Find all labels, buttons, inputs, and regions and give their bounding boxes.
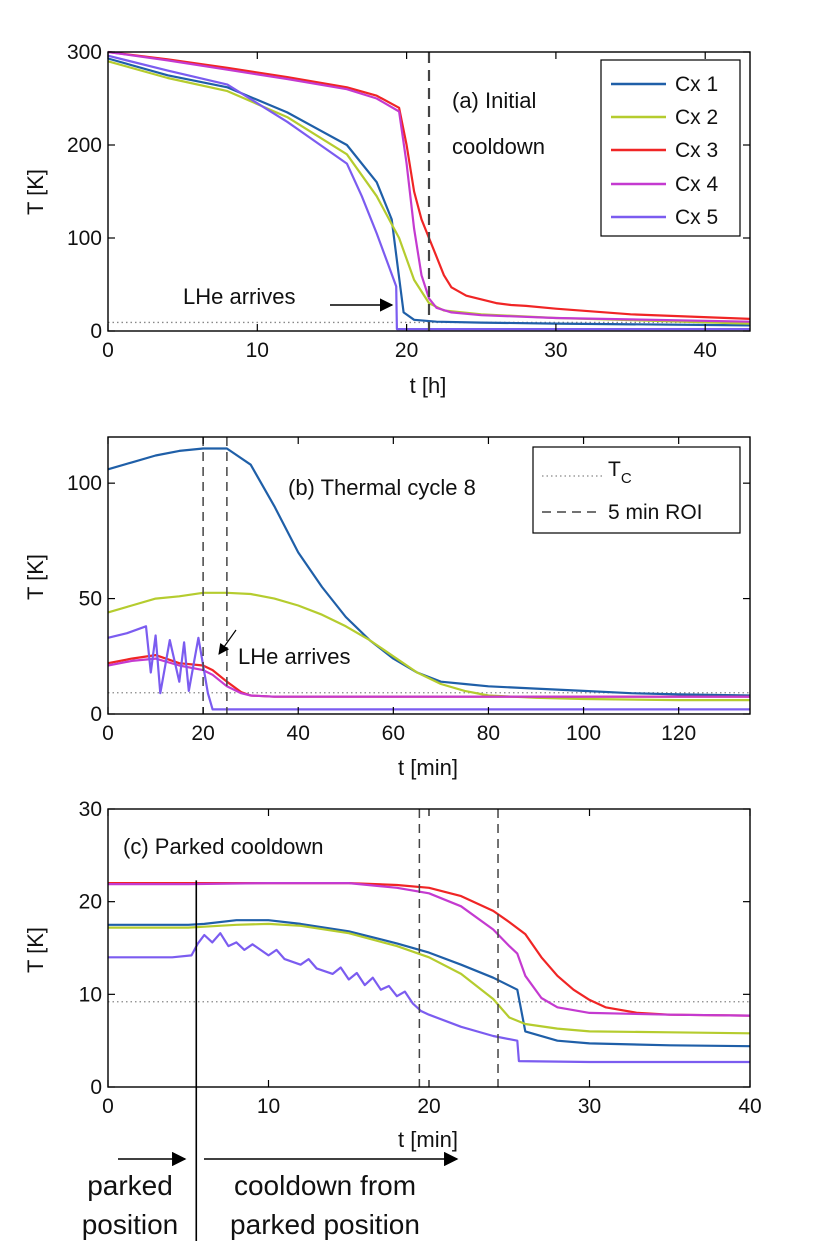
panel-b-series-cx-5 [107, 625, 750, 711]
panel-a-xtick-label-30: 30 [544, 339, 567, 362]
panel-b-legend: TC 5 min ROI [532, 446, 741, 534]
panel-c-xtick-label-40: 40 [738, 1095, 761, 1118]
panel-a-title-line2: cooldown [452, 134, 545, 159]
panel-a-series-cx-4 [107, 50, 751, 323]
panel-a-lhe-annotation: LHe arrives [183, 284, 295, 309]
panel-b-xtick-label-60: 60 [382, 722, 405, 745]
panel-c-series-cx-2 [108, 922, 751, 1035]
bottom-annotations: parked position cooldown from parked pos… [82, 1151, 459, 1240]
panel-b-series-cx-4 [107, 657, 750, 698]
panel-b-xtick-label-80: 80 [477, 722, 500, 745]
parked-label-line1: parked [87, 1170, 173, 1201]
panel-a-xtick-label-10: 10 [246, 339, 269, 362]
panel-c-ytick-label-30: 30 [79, 798, 102, 821]
panel-b-xtick-label-120: 120 [661, 722, 696, 745]
panel-b-lhe-annotation: LHe arrives [238, 644, 350, 669]
panel-a-ylabel: T [K] [23, 169, 48, 215]
panel-c-series-cx-5 [108, 932, 750, 1064]
panel-b-ytick-label-0: 0 [90, 703, 102, 726]
panel-a-ytick-label-300: 300 [67, 41, 102, 64]
panel-c-xtick-label-20: 20 [417, 1095, 440, 1118]
panel-b-xtick-label-20: 20 [191, 722, 214, 745]
panel-b-series-cx-1 [107, 447, 751, 697]
legend-label-cx1: Cx 1 [675, 73, 718, 96]
panel-b-frame [107, 436, 751, 715]
panel-b-xlabel: t [min] [398, 755, 458, 780]
panel-a-ytick-label-0: 0 [90, 320, 102, 343]
panel-c-title: (c) Parked cooldown [123, 834, 324, 859]
panel-a-xtick-label-20: 20 [395, 339, 418, 362]
panel-b-ytick-label-100: 100 [67, 472, 102, 495]
panel-b-lhe-arrow [218, 629, 237, 655]
legend-label-cx4: Cx 4 [675, 173, 719, 196]
panel-a-xtick-label-40: 40 [694, 339, 717, 362]
panel-a-title-line1: (a) Initial [452, 88, 536, 113]
panel-b-xtick-label-40: 40 [287, 722, 310, 745]
panel-c-xtick-label-10: 10 [257, 1095, 280, 1118]
panel-c-xlabel: t [min] [398, 1127, 458, 1152]
legend-tc-label: TC [608, 458, 632, 487]
panel-c-ytick-label-20: 20 [79, 891, 102, 914]
panel-b-xtick-label-100: 100 [566, 722, 601, 745]
panel-c-series-cx-1 [108, 919, 751, 1048]
panel-b-xtick-label-0: 0 [102, 722, 114, 745]
panel-c-ylabel: T [K] [23, 927, 48, 973]
panel-a-ytick-label-200: 200 [67, 134, 102, 157]
panel-a-ytick-label-100: 100 [67, 227, 102, 250]
legend-label-cx3: Cx 3 [675, 139, 718, 162]
panel-c-series-cx-4 [108, 881, 751, 1017]
panel-a-legend: Cx 1 Cx 2 Cx 3 Cx 4 Cx 5 [600, 59, 741, 237]
legend-roi-label: 5 min ROI [608, 501, 703, 524]
panel-a-xtick-label-0: 0 [102, 339, 114, 362]
parked-label-line2: position [82, 1209, 179, 1240]
panel-a-frame [107, 51, 751, 332]
panel-b-ytick-label-50: 50 [79, 588, 102, 611]
panel-b-legend-box [532, 446, 741, 534]
panel-c-xtick-label-30: 30 [578, 1095, 601, 1118]
cooldown-label-line2: parked position [230, 1209, 420, 1240]
legend-tc-label-main: T [608, 458, 621, 481]
cooldown-label-line1: cooldown from [234, 1170, 416, 1201]
panel-a-legend-box [600, 59, 741, 237]
panel-a-xlabel: t [h] [410, 373, 447, 398]
panel-c-plot-area [108, 809, 750, 1087]
legend-label-cx2: Cx 2 [675, 106, 718, 129]
panel-b-thermal-cycle: 0 20 40 60 80 100 120 0 50 100 t [min] T [K] (b) … [23, 436, 751, 780]
panel-b-title: (b) Thermal cycle 8 [288, 475, 476, 500]
panel-b-ylabel: T [K] [23, 554, 48, 600]
panel-c-ytick-label-10: 10 [79, 983, 102, 1006]
legend-label-cx5: Cx 5 [675, 206, 718, 229]
panel-c-parked-cooldown: 0 10 20 30 40 0 10 20 30 t [min] T [K] (c) Parke… [23, 798, 762, 1241]
panel-c-ytick-label-0: 0 [90, 1076, 102, 1099]
panel-c-xtick-label-0: 0 [102, 1095, 114, 1118]
panel-a-initial-cooldown: 0 10 20 30 40 0 100 200 300 t [h] T [K] (a) Init… [23, 41, 751, 398]
legend-tc-label-sub: C [621, 470, 632, 487]
